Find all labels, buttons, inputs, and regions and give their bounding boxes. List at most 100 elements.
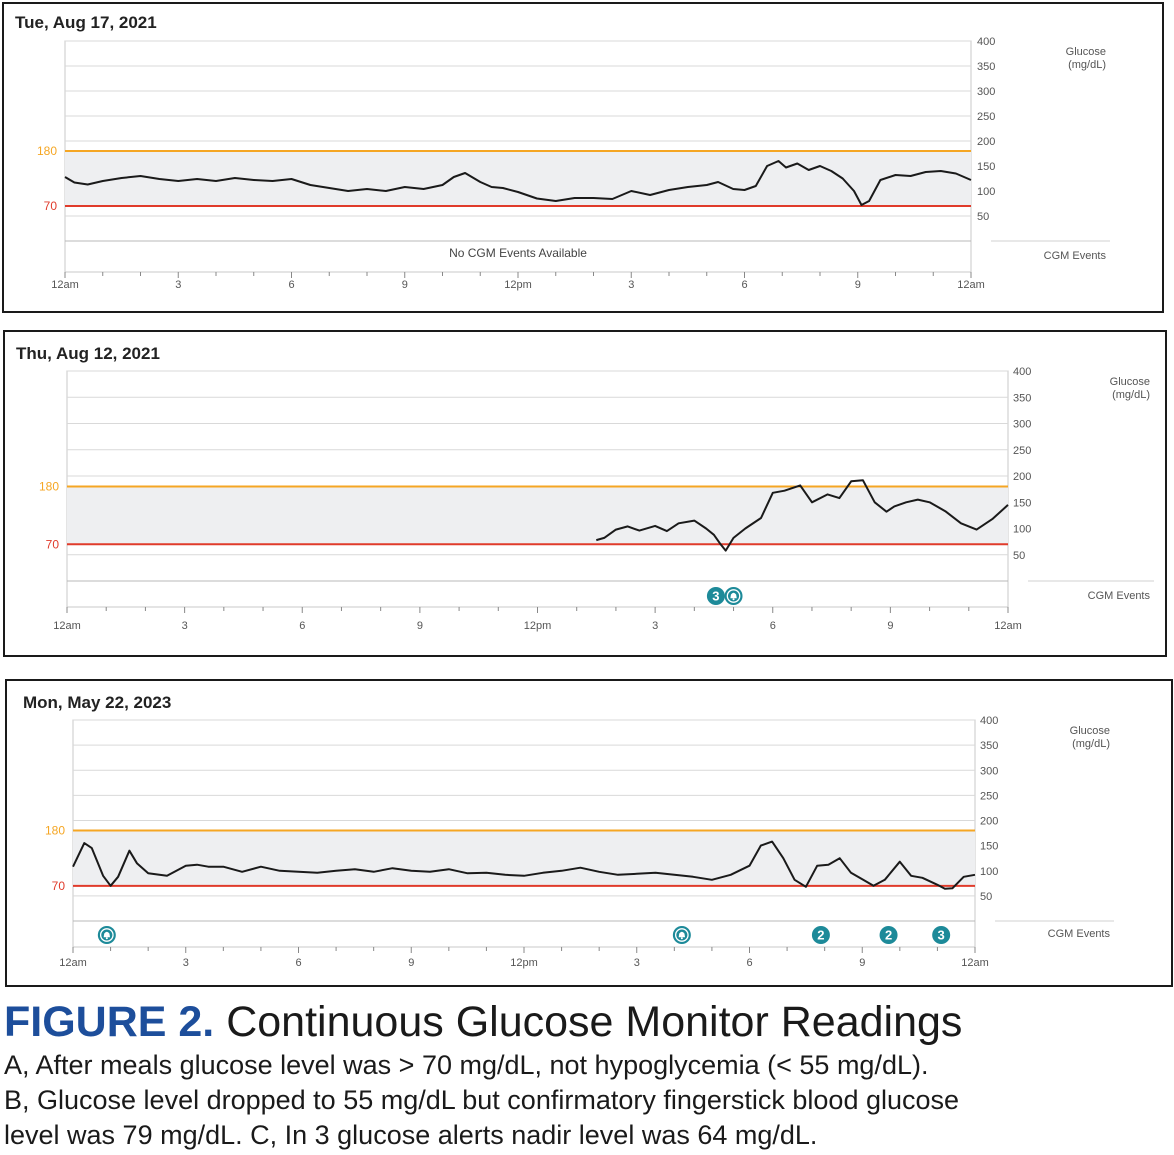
y-tick-label: 400 bbox=[1013, 366, 1031, 378]
y-tick-label: 150 bbox=[980, 841, 998, 853]
high-threshold-label: 180 bbox=[39, 480, 59, 494]
target-range-band bbox=[65, 151, 971, 206]
y-tick-label: 300 bbox=[980, 765, 998, 777]
y-tick-label: 50 bbox=[1013, 550, 1025, 562]
x-tick-label: 9 bbox=[859, 957, 865, 969]
event-marker-circle bbox=[706, 587, 725, 605]
x-tick-label: 6 bbox=[770, 620, 776, 632]
y-tick-label: 150 bbox=[977, 161, 995, 173]
y-tick-label: 350 bbox=[980, 740, 998, 752]
x-tick-label: 12pm bbox=[510, 957, 538, 969]
chart-title: Mon, May 22, 2023 bbox=[23, 693, 172, 712]
y-tick-label: 250 bbox=[1013, 445, 1031, 457]
caption-line-1: A, After meals glucose level was > 70 mg… bbox=[4, 1050, 929, 1080]
event-count-label: 3 bbox=[712, 589, 719, 604]
y-tick-label: 250 bbox=[980, 790, 998, 802]
events-axis-label: CGM Events bbox=[1048, 928, 1111, 940]
y-tick-label: 300 bbox=[1013, 419, 1031, 431]
y-axis-label: Glucose (mg/dL) bbox=[1066, 46, 1106, 71]
x-tick-label: 6 bbox=[288, 279, 294, 291]
y-tick-label: 200 bbox=[977, 136, 995, 148]
caption-line-2: B, Glucose level dropped to 55 mg/dL but… bbox=[4, 1085, 960, 1115]
y-tick-label: 350 bbox=[977, 61, 995, 73]
chart-svg: 400 350 300 250 200 150 100 50 180 70 Glucose (mg/d… bbox=[45, 715, 1114, 969]
bell-icon bbox=[103, 931, 111, 938]
y-tick-label: 50 bbox=[980, 891, 992, 903]
x-tick-label: 9 bbox=[417, 620, 423, 632]
y-tick-label: 200 bbox=[1013, 471, 1031, 483]
x-tick-label: 3 bbox=[182, 620, 188, 632]
x-tick-label: 12pm bbox=[504, 279, 532, 291]
y-axis-label: Glucose (mg/dL) bbox=[1070, 725, 1110, 750]
x-tick-label: 12am bbox=[51, 279, 79, 291]
no-events-message: No CGM Events Available bbox=[449, 246, 587, 260]
event-count-marker: 3 bbox=[706, 587, 725, 605]
x-tick-label: 12am bbox=[994, 620, 1022, 632]
event-count-marker: 2 bbox=[879, 926, 898, 944]
y-axis-label-line: Glucose bbox=[1070, 725, 1110, 737]
figure-title: Continuous Glucose Monitor Readings bbox=[226, 998, 963, 1046]
glucose-trace bbox=[64, 160, 972, 206]
y-axis-label: Glucose (mg/dL) bbox=[1110, 376, 1150, 401]
high-threshold-label: 180 bbox=[37, 144, 57, 158]
chart-svg: 400 350 300 250 200 150 100 50 180 70 Glucose (mg/d… bbox=[39, 366, 1154, 632]
x-tick-label: 6 bbox=[295, 957, 301, 969]
figure-label: FIGURE 2. bbox=[4, 998, 215, 1046]
event-count-label: 2 bbox=[817, 928, 824, 943]
low-threshold-label: 70 bbox=[46, 537, 60, 551]
bell-icon-clapper bbox=[105, 937, 108, 940]
event-count-marker: 3 bbox=[932, 926, 951, 944]
x-tick-label: 12am bbox=[53, 620, 81, 632]
x-tick-label: 6 bbox=[741, 279, 747, 291]
event-marker-circle bbox=[932, 926, 951, 944]
x-tick-label: 3 bbox=[652, 620, 658, 632]
figure-heading: FIGURE 2. Continuous Glucose Monitor Rea… bbox=[4, 996, 1169, 1048]
x-tick-label: 12am bbox=[961, 957, 989, 969]
alert-bell-marker bbox=[672, 926, 691, 944]
bell-icon-ring bbox=[674, 928, 689, 942]
event-marker-circle bbox=[879, 926, 898, 944]
y-axis-label-line: (mg/dL) bbox=[1072, 738, 1110, 750]
event-count-label: 2 bbox=[885, 928, 892, 943]
y-axis-label-line: Glucose bbox=[1066, 46, 1106, 58]
bell-icon-ring bbox=[726, 589, 741, 603]
y-tick-label: 100 bbox=[980, 866, 998, 878]
x-tick-label: 3 bbox=[183, 957, 189, 969]
high-threshold-label: 180 bbox=[45, 824, 65, 838]
chart-panel-a: Tue, Aug 17, 2021 400 350 300 250 200 150 100 5… bbox=[2, 2, 1164, 313]
bell-icon bbox=[678, 931, 686, 938]
x-tick-label: 6 bbox=[299, 620, 305, 632]
events-axis-label: CGM Events bbox=[1088, 590, 1151, 602]
y-tick-label: 400 bbox=[980, 715, 998, 727]
x-tick-label: 12am bbox=[957, 279, 985, 291]
bell-icon-ring bbox=[99, 928, 114, 942]
figure-caption: FIGURE 2. Continuous Glucose Monitor Rea… bbox=[4, 996, 1169, 1153]
event-count-label: 3 bbox=[938, 928, 945, 943]
x-tick-label: 3 bbox=[628, 279, 634, 291]
y-tick-label: 150 bbox=[1013, 497, 1031, 509]
bell-icon-clapper bbox=[680, 937, 683, 940]
chart-svg: 400 350 300 250 200 150 100 50 180 70 Glucose (mg/d… bbox=[37, 36, 1110, 291]
y-tick-label: 100 bbox=[1013, 524, 1031, 536]
target-range-band bbox=[67, 486, 1008, 545]
event-marker-circle bbox=[811, 926, 830, 944]
bell-icon bbox=[730, 592, 737, 599]
glucose-trace bbox=[596, 479, 1009, 552]
y-tick-label: 300 bbox=[977, 86, 995, 98]
caption-line-3: level was 79 mg/dL. C, In 3 glucose aler… bbox=[4, 1120, 818, 1150]
x-tick-label: 12am bbox=[59, 957, 87, 969]
x-tick-label: 3 bbox=[634, 957, 640, 969]
low-threshold-label: 70 bbox=[52, 879, 66, 893]
bell-icon-clapper bbox=[732, 598, 735, 601]
y-tick-label: 100 bbox=[977, 186, 995, 198]
y-tick-label: 350 bbox=[1013, 392, 1031, 404]
x-tick-label: 9 bbox=[855, 279, 861, 291]
x-tick-label: 3 bbox=[175, 279, 181, 291]
y-axis-label-line: (mg/dL) bbox=[1112, 389, 1150, 401]
glucose-trace bbox=[72, 840, 976, 890]
y-axis-label-line: (mg/dL) bbox=[1068, 59, 1106, 71]
event-count-marker: 2 bbox=[811, 926, 830, 944]
y-axis-label-line: Glucose bbox=[1110, 376, 1150, 388]
y-tick-label: 50 bbox=[977, 211, 989, 223]
chart-title: Thu, Aug 12, 2021 bbox=[16, 344, 160, 363]
